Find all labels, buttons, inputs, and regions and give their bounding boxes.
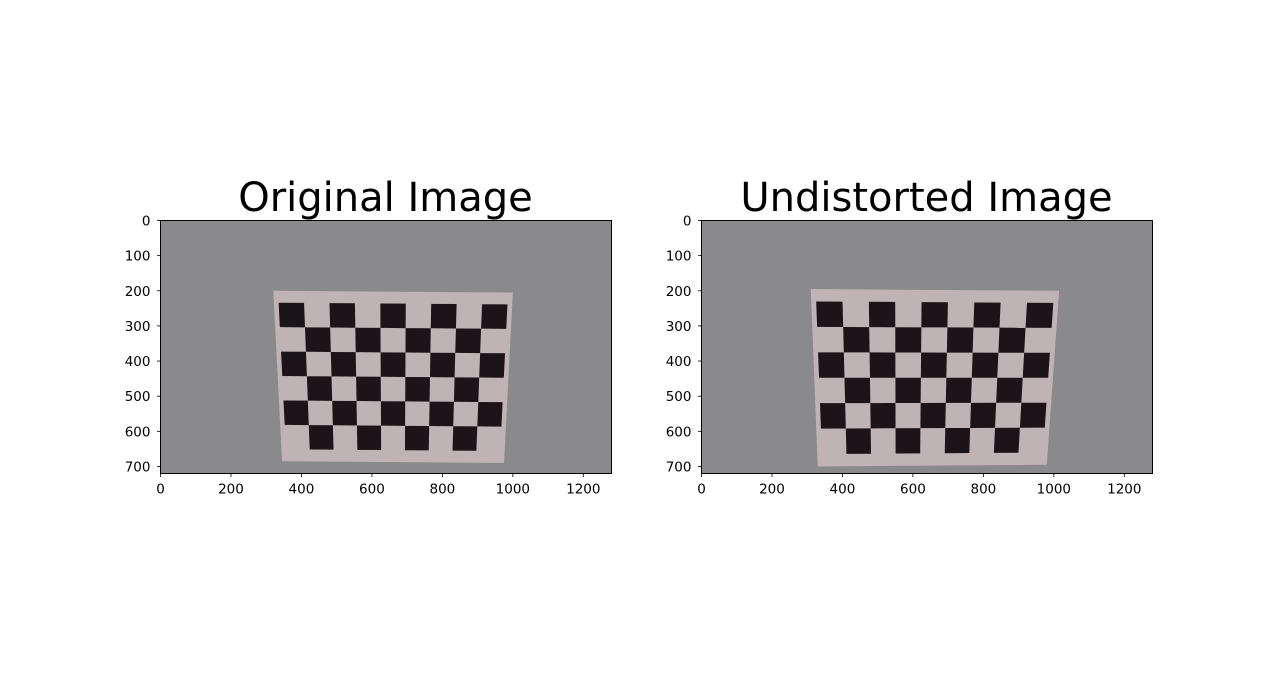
checker-square [895, 428, 921, 454]
y-tick-label: 100 [666, 249, 692, 265]
undistorted-image-axes: Undistorted Image 0 200 400 600 800 1000 12000… [666, 175, 1153, 498]
checker-square [356, 376, 381, 402]
checker-square [481, 304, 508, 329]
undistorted-image-title: Undistorted Image [740, 175, 1112, 221]
x-tick-label: 400 [289, 482, 315, 498]
original-image-axes: Original Image 0 200 400 600 800 1000 1200 0 100… [125, 175, 612, 498]
x-tick-label: 1200 [1107, 482, 1141, 498]
x-tick-label: 600 [359, 482, 385, 498]
undistorted-image-frame [701, 220, 1153, 474]
checker-square [429, 401, 454, 427]
y-tick-label: 600 [666, 424, 692, 440]
checker-square [816, 301, 844, 328]
undistorted-image-photo [701, 220, 1153, 474]
y-tick-label: 300 [666, 319, 692, 335]
checker-square [380, 352, 406, 377]
checker-square [405, 328, 431, 353]
checker-square [1025, 302, 1054, 328]
original-image-title: Original Image [238, 175, 533, 221]
checker-square [818, 352, 845, 378]
checker-square [380, 401, 406, 426]
checker-square [868, 301, 896, 328]
y-tick-label: 700 [666, 459, 692, 475]
y-tick-label: 100 [125, 249, 151, 265]
checker-square [895, 327, 922, 353]
y-tick-label: 400 [666, 354, 692, 370]
checker-square [281, 351, 307, 377]
checker-square [819, 403, 846, 429]
checker-square [452, 426, 478, 451]
checker-square [1022, 352, 1050, 378]
checker-square [895, 377, 921, 404]
checker-square [843, 327, 870, 353]
checker-square [329, 303, 356, 328]
checker-square [404, 425, 430, 451]
checker-square [970, 402, 997, 428]
checker-square [405, 376, 430, 402]
y-tick-label: 0 [683, 214, 692, 230]
x-tick-label: 800 [970, 482, 996, 498]
checker-square [278, 302, 306, 328]
checker-square [844, 377, 871, 404]
checker-square [356, 425, 382, 451]
checker-square [996, 377, 1023, 403]
checker-square [479, 353, 506, 378]
checker-square [380, 303, 406, 329]
y-tick-label: 200 [666, 284, 692, 300]
checker-square [920, 352, 947, 378]
checker-square [973, 302, 1001, 328]
checker-square [355, 327, 381, 353]
checker-square [921, 302, 948, 328]
x-tick-label: 200 [759, 482, 785, 498]
x-tick-label: 600 [900, 482, 926, 498]
x-tick-label: 0 [156, 482, 165, 498]
y-tick-label: 500 [125, 389, 151, 405]
original-image-ticks: 0 200 400 600 800 1000 1200 0 100 200 300 400 500 600… [125, 214, 601, 498]
y-tick-label: 500 [666, 389, 692, 405]
checker-square [455, 328, 482, 354]
y-tick-label: 600 [125, 424, 151, 440]
y-tick-label: 400 [125, 354, 151, 370]
checker-square [845, 428, 872, 454]
x-tick-label: 800 [429, 482, 455, 498]
y-tick-label: 0 [142, 214, 151, 230]
x-tick-label: 1000 [496, 482, 530, 498]
checker-square [998, 327, 1026, 353]
checker-square [283, 400, 309, 426]
y-tick-label: 300 [125, 319, 151, 335]
checker-square [993, 427, 1020, 453]
checker-square [870, 403, 896, 429]
checker-square [920, 402, 946, 429]
checker-square [305, 327, 331, 352]
checker-square [946, 327, 974, 353]
x-tick-label: 1000 [1037, 482, 1071, 498]
x-tick-label: 200 [218, 482, 244, 498]
checker-square [945, 377, 972, 403]
y-tick-label: 200 [125, 284, 151, 300]
checker-square [944, 427, 971, 454]
x-tick-label: 1200 [566, 482, 600, 498]
checker-square [869, 352, 896, 378]
checker-square [308, 425, 334, 450]
checker-square [430, 303, 457, 329]
x-tick-label: 0 [697, 482, 706, 498]
checker-square [1019, 402, 1047, 428]
checker-square [330, 351, 357, 377]
checker-square [453, 377, 480, 402]
checker-square [429, 352, 456, 378]
y-tick-label: 700 [125, 459, 151, 475]
checker-square [477, 401, 503, 427]
checker-square [306, 376, 333, 401]
original-image-photo [160, 220, 612, 474]
checker-square [971, 352, 999, 378]
undistorted-image-ticks: 0 200 400 600 800 1000 1200 0 100 200 300 400 500 600… [666, 214, 1142, 498]
original-image-frame [160, 220, 612, 474]
checker-square [332, 400, 357, 426]
x-tick-label: 400 [830, 482, 856, 498]
